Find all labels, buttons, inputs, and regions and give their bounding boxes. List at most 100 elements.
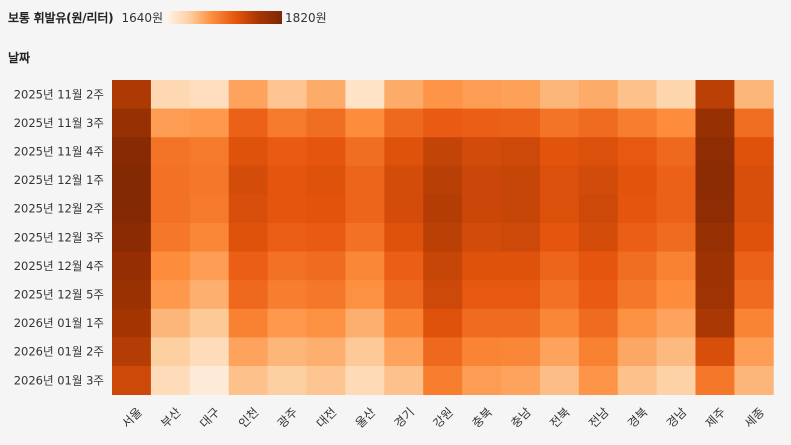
heatmap-cell xyxy=(306,194,346,224)
heatmap-cell xyxy=(345,366,385,395)
heatmap-cell xyxy=(462,308,502,338)
heatmap-cell xyxy=(734,80,774,109)
heatmap-cell xyxy=(384,194,424,224)
heatmap-cell xyxy=(189,80,230,109)
heatmap-cell xyxy=(617,80,657,109)
x-tick-label: 경기 xyxy=(392,405,418,431)
heatmap-cell xyxy=(734,308,774,338)
heatmap-cell xyxy=(656,366,696,395)
heatmap-cell xyxy=(228,308,268,338)
heatmap-cell xyxy=(656,165,696,195)
heatmap-cell xyxy=(306,108,346,138)
heatmap-cell xyxy=(306,308,346,338)
heatmap-cell xyxy=(150,366,191,395)
heatmap-cell xyxy=(734,137,774,167)
heatmap-cell xyxy=(578,337,619,367)
heatmap-cell xyxy=(345,80,385,109)
heatmap-cell xyxy=(228,223,268,252)
y-tick-label: 2025년 12월 1주 xyxy=(14,173,104,187)
heatmap-cell xyxy=(384,366,424,395)
heatmap-cell xyxy=(345,223,385,252)
heatmap-cell xyxy=(539,366,580,395)
heatmap-cell xyxy=(384,165,424,195)
heatmap-cell xyxy=(423,194,463,224)
heatmap-cell xyxy=(228,337,268,367)
heatmap-cell xyxy=(189,337,230,367)
heatmap-cell xyxy=(501,223,541,252)
heatmap-cell xyxy=(695,223,735,252)
heatmap-cell xyxy=(189,194,230,224)
x-tick-label: 울산 xyxy=(353,405,379,431)
y-tick-label: 2025년 12월 3주 xyxy=(14,230,104,244)
heatmap-cell xyxy=(578,223,619,252)
y-tick-label: 2025년 11월 2주 xyxy=(14,87,104,101)
heatmap-cell xyxy=(656,108,696,138)
heatmap-cell xyxy=(189,251,230,281)
heatmap-cell xyxy=(539,194,580,224)
heatmap-cell xyxy=(150,194,191,224)
heatmap-cell xyxy=(423,366,463,395)
y-tick-label: 2025년 11월 4주 xyxy=(14,145,104,159)
legend-max-label: 1820원 xyxy=(285,10,327,25)
legend-min-label: 1640원 xyxy=(121,10,164,25)
x-tick-label: 전북 xyxy=(547,405,573,431)
heatmap-cell xyxy=(306,366,346,395)
heatmap-cell xyxy=(656,251,696,281)
heatmap-cell xyxy=(501,366,541,395)
heatmap-cell xyxy=(112,137,152,167)
heatmap-cell xyxy=(695,165,735,195)
heatmap-cell xyxy=(112,165,152,195)
heatmap-cell xyxy=(578,194,619,224)
heatmap-cell xyxy=(617,308,657,338)
heatmap-cell xyxy=(578,280,619,310)
heatmap-cell xyxy=(462,108,502,138)
heatmap-cell xyxy=(189,108,230,138)
heatmap-cell xyxy=(462,223,502,252)
heatmap-cell xyxy=(578,366,619,395)
heatmap-cell xyxy=(462,80,502,109)
x-tick-label: 세종 xyxy=(742,405,768,431)
heatmap-cell xyxy=(695,137,735,167)
heatmap-cell xyxy=(112,80,152,109)
heatmap-cell xyxy=(423,308,463,338)
heatmap-cell xyxy=(578,108,619,138)
heatmap-cell xyxy=(539,108,580,138)
heatmap-cell xyxy=(423,280,463,310)
heatmap-cell xyxy=(267,80,307,109)
heatmap-cell xyxy=(501,337,541,367)
heatmap-cell xyxy=(228,194,268,224)
heatmap-cell xyxy=(734,366,774,395)
heatmap-cell xyxy=(539,165,580,195)
color-legend: 보통 휘발유(원/리터) 1640원 1820원 xyxy=(8,5,327,29)
heatmap-cell xyxy=(462,165,502,195)
x-tick-label: 인천 xyxy=(235,404,261,430)
heatmap-cell xyxy=(228,137,268,167)
heatmap-cell xyxy=(112,366,152,395)
heatmap-cell xyxy=(267,194,307,224)
heatmap-cell xyxy=(617,280,657,310)
heatmap-cell xyxy=(695,251,735,281)
heatmap-cell xyxy=(501,308,541,338)
heatmap-cell xyxy=(656,337,696,367)
heatmap-cell xyxy=(695,337,735,367)
heatmap-cell xyxy=(384,280,424,310)
heatmap-cell xyxy=(539,308,580,338)
heatmap-cell xyxy=(189,137,230,167)
heatmap-cell xyxy=(734,194,774,224)
heatmap-cell xyxy=(306,251,346,281)
heatmap-cell xyxy=(539,137,580,167)
x-tick-label: 광주 xyxy=(275,405,301,431)
heatmap-cell xyxy=(189,223,230,252)
heatmap-cell xyxy=(345,165,385,195)
y-tick-label: 2025년 12월 4주 xyxy=(14,259,104,273)
heatmap-cell xyxy=(734,165,774,195)
heatmap-cell xyxy=(617,366,657,395)
heatmap-cell xyxy=(462,366,502,395)
heatmap-cell xyxy=(578,137,619,167)
x-tick-label: 충남 xyxy=(508,405,534,431)
heatmap-cell xyxy=(734,108,774,138)
y-axis-title: 날짜 xyxy=(8,51,31,65)
heatmap-cell xyxy=(150,223,191,252)
heatmap-cell xyxy=(267,337,307,367)
